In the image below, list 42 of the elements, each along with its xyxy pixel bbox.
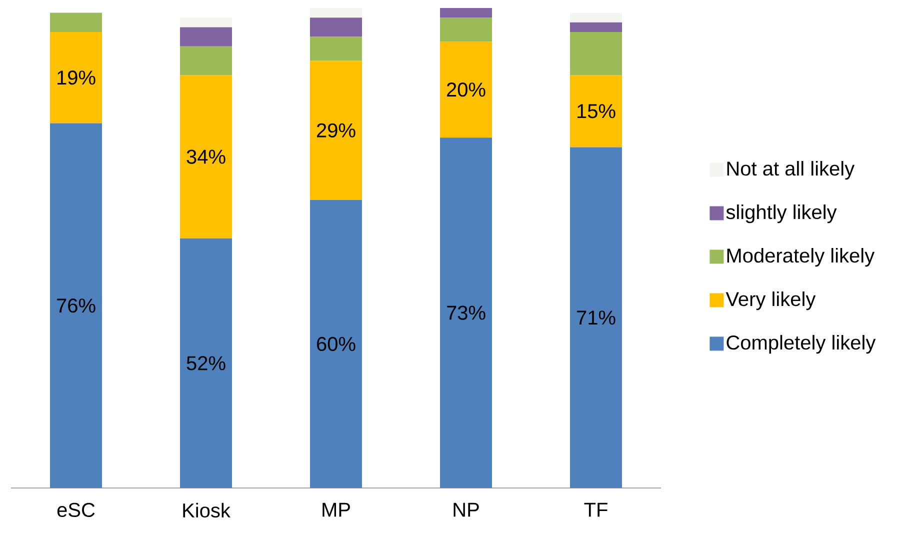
data-label: 52% (186, 356, 226, 370)
bar (440, 42, 492, 138)
data-label: 29% (316, 123, 356, 138)
data-label: 73% (447, 306, 486, 320)
bar (310, 18, 362, 37)
data-label: 60% (317, 336, 356, 352)
bar (570, 22, 622, 32)
data-label: 34% (186, 150, 226, 164)
bar (570, 75, 622, 148)
data-label: 71% (577, 310, 616, 325)
bar (310, 36, 362, 61)
bar (50, 12, 102, 32)
bar (570, 32, 622, 76)
x-tick-label: eSC (57, 502, 95, 518)
bar (180, 75, 232, 238)
bar (310, 8, 362, 18)
legend-label: Very likely (726, 291, 816, 310)
bar (50, 123, 102, 488)
bar (570, 147, 622, 488)
data-label: 76% (57, 298, 96, 313)
bar (50, 32, 102, 124)
legend-label: slightly likely (726, 204, 837, 224)
bar (180, 27, 232, 46)
data-label: 19% (58, 70, 96, 85)
x-tick-label: Kiosk (183, 502, 230, 518)
bar (180, 46, 232, 76)
legend-label: Completely likely (726, 334, 876, 354)
bar (310, 60, 362, 200)
bar (440, 8, 492, 18)
bar (440, 138, 492, 488)
bar (180, 18, 232, 28)
bar (180, 238, 232, 488)
legend-label: Not at all likely (727, 160, 855, 180)
x-tick-label: MP (322, 502, 350, 517)
x-tick-label: TF (584, 502, 608, 517)
data-label: 15% (578, 104, 616, 118)
bar (570, 12, 622, 22)
bar (310, 200, 362, 488)
legend-label: Moderately likely (727, 248, 875, 267)
data-label: 20% (446, 82, 486, 97)
x-tick-label: NP (454, 502, 479, 517)
bar (440, 18, 492, 42)
